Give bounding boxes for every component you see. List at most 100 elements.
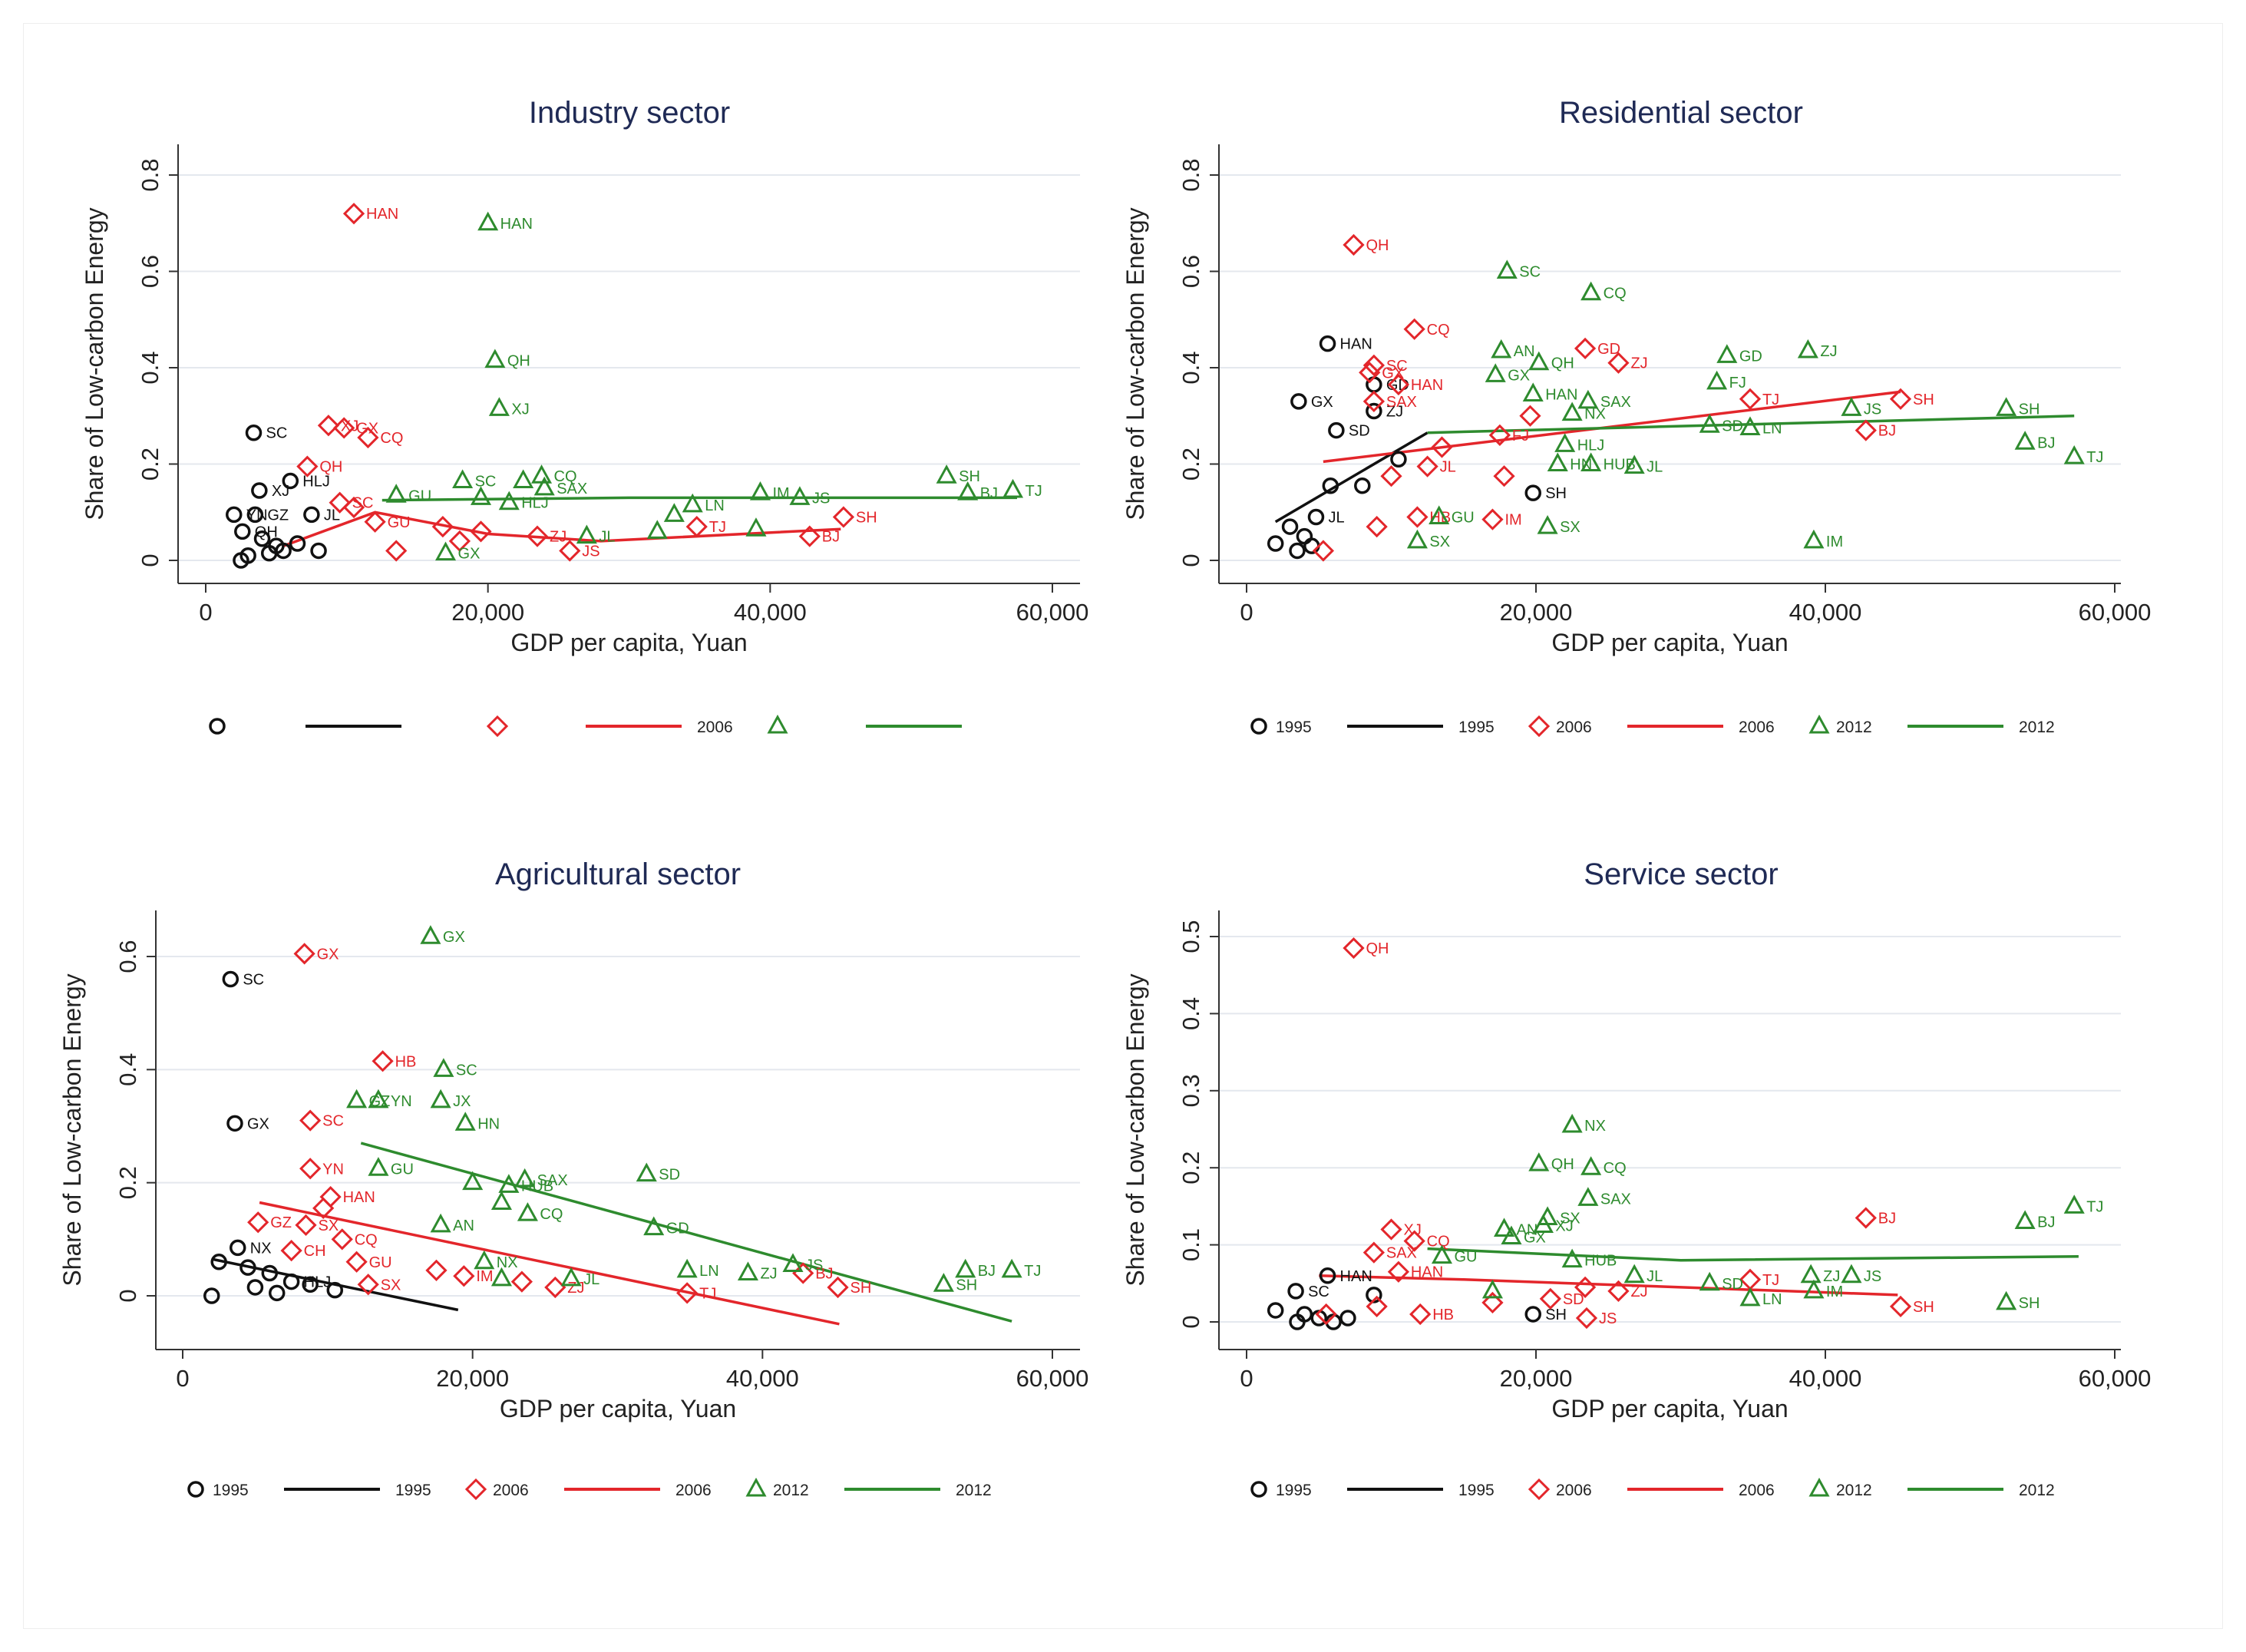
data-point xyxy=(559,540,581,562)
point-label: SAX xyxy=(1386,1245,1417,1262)
point-label: SH xyxy=(959,468,980,485)
point-label: GZ xyxy=(267,507,289,524)
point-label: IM xyxy=(476,1268,493,1285)
data-point xyxy=(1496,259,1518,279)
data-point xyxy=(1328,421,1345,439)
point-label: BJ xyxy=(978,1263,996,1280)
legend: 1995 1995 2006 2006 2012 2012 xyxy=(1250,1477,2055,1501)
point-label: JL xyxy=(583,1271,599,1288)
point-label: SH xyxy=(956,1277,977,1294)
point-label: HAN xyxy=(1411,377,1443,394)
point-label: BJ xyxy=(2037,434,2055,451)
y-tick-label: 0.6 xyxy=(1177,255,1204,288)
data-point xyxy=(1315,1303,1337,1326)
x-tick-label: 0 xyxy=(199,599,212,626)
x-tick-label: 40,000 xyxy=(726,1365,799,1392)
data-point xyxy=(431,515,454,538)
data-point xyxy=(230,1239,246,1257)
data-point xyxy=(1577,1187,1599,1206)
point-label: LN xyxy=(1762,420,1782,437)
point-label: GX xyxy=(1524,1230,1546,1247)
point-label: SX xyxy=(1560,519,1580,536)
data-point xyxy=(1699,414,1720,433)
point-label: CQ xyxy=(554,468,577,485)
point-label: LN xyxy=(705,497,725,514)
legend-label: 2006 xyxy=(1556,1482,1592,1499)
y-tick-label: 0.4 xyxy=(1177,351,1204,384)
data-point xyxy=(251,482,268,499)
data-point xyxy=(289,535,306,552)
point-label: SC xyxy=(1386,358,1408,375)
fit-line-2012 xyxy=(1427,415,2075,434)
data-point xyxy=(239,1259,256,1276)
y-tick-label: 0.8 xyxy=(137,158,163,191)
data-point xyxy=(1362,1241,1386,1264)
data-point xyxy=(282,472,299,490)
data-point xyxy=(1343,233,1365,256)
data-point xyxy=(789,486,811,505)
data-point xyxy=(1524,1306,1541,1323)
data-point xyxy=(1359,362,1381,384)
point-label: GX xyxy=(458,546,481,563)
data-point xyxy=(1481,1279,1503,1299)
point-label: HLJ xyxy=(302,473,330,490)
data-point xyxy=(282,1273,300,1290)
point-label: JL xyxy=(599,529,615,546)
data-point xyxy=(1739,1268,1762,1290)
data-point xyxy=(2014,431,2036,450)
point-label: CH xyxy=(304,1243,326,1260)
data-point xyxy=(1406,529,1428,549)
point-label: GD xyxy=(1597,341,1620,358)
data-point xyxy=(210,1254,227,1270)
data-point xyxy=(245,424,263,441)
point-label: JL xyxy=(1647,459,1663,476)
data-point xyxy=(1889,388,1912,410)
point-label: SC xyxy=(266,425,288,442)
point-label: TJ xyxy=(2086,1198,2103,1215)
point-label: SAX xyxy=(1600,394,1631,411)
data-point xyxy=(261,1264,279,1282)
series-2006: QH XJ CQ SAX HAN BJ TJ ZJ SH JS SD HB xyxy=(1315,937,1934,1330)
point-label: BJ xyxy=(2037,1214,2055,1231)
data-point xyxy=(247,1211,269,1234)
data-point xyxy=(1303,537,1320,554)
data-point xyxy=(357,1274,379,1296)
data-point xyxy=(448,530,471,553)
point-label: QH xyxy=(1366,237,1389,254)
data-point xyxy=(452,469,474,488)
point-label: IM xyxy=(772,485,789,502)
data-point xyxy=(464,1478,487,1501)
data-point xyxy=(936,464,957,484)
data-point xyxy=(1380,1218,1402,1241)
data-point xyxy=(1561,401,1583,421)
point-label: ZJ xyxy=(1820,343,1837,360)
data-point xyxy=(329,491,351,514)
point-label: SC xyxy=(1519,264,1541,281)
data-point xyxy=(498,491,520,510)
point-label: GU xyxy=(408,487,431,504)
data-point xyxy=(1739,1287,1761,1307)
point-label: GX xyxy=(1311,394,1333,411)
data-point xyxy=(933,1273,954,1292)
data-point xyxy=(1716,344,1738,363)
data-point xyxy=(1307,508,1325,526)
data-point xyxy=(1574,1276,1597,1298)
data-point xyxy=(1339,1310,1356,1327)
x-tick-label: 0 xyxy=(1240,599,1253,626)
data-point xyxy=(1996,1290,2017,1310)
y-tick-label: 0.2 xyxy=(1177,1151,1204,1184)
point-label: SH xyxy=(1913,392,1934,408)
data-point xyxy=(676,1258,698,1278)
data-point xyxy=(636,1162,657,1182)
point-label: TJ xyxy=(699,1285,716,1302)
point-label: CQ xyxy=(1427,1234,1450,1251)
data-point xyxy=(2063,1194,2085,1214)
data-point xyxy=(533,476,555,496)
data-point xyxy=(1387,1260,1410,1283)
point-label: QH xyxy=(1551,1156,1574,1173)
data-point xyxy=(1855,1207,1877,1229)
point-label: TJ xyxy=(1762,392,1779,408)
data-point xyxy=(233,552,249,569)
